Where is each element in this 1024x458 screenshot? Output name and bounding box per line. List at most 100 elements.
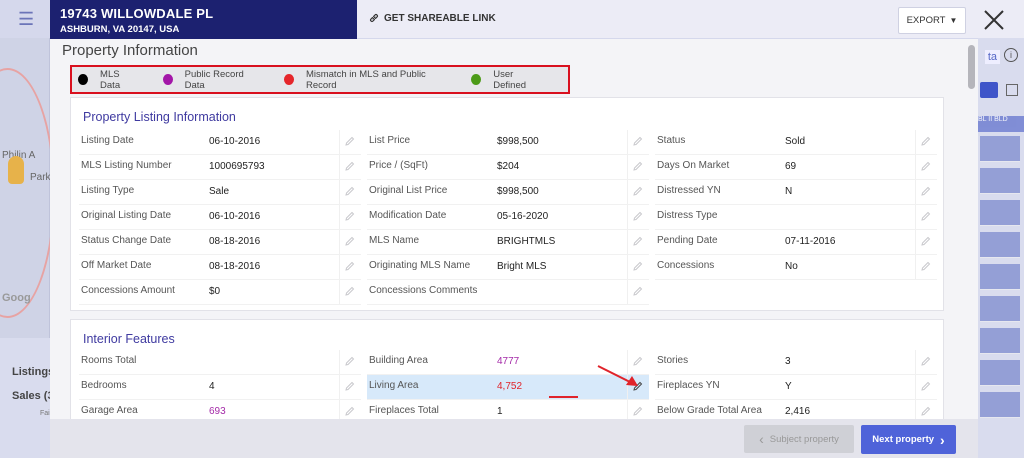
field-rooms-total: Rooms Total	[79, 350, 361, 375]
field-value: 08-18-2016	[209, 236, 261, 247]
edit-pencil-icon[interactable]	[339, 155, 361, 179]
edit-pencil-icon[interactable]	[339, 255, 361, 279]
field-value: 693	[209, 406, 226, 417]
background-tab[interactable]: ta	[984, 50, 1000, 64]
field-label: Listing Type	[81, 185, 135, 196]
property-listing-section: Property Listing Information Listing Dat…	[70, 97, 944, 311]
edit-pencil-icon[interactable]	[915, 180, 937, 204]
background-cell	[980, 232, 1020, 258]
scrollbar-thumb[interactable]	[968, 45, 975, 89]
legend-item-mls: MLS Data	[78, 69, 139, 91]
shareable-link-button[interactable]: GET SHAREABLE LINK	[368, 12, 496, 24]
field-value: $998,500	[497, 136, 539, 147]
caret-down-icon: ▼	[949, 16, 958, 25]
edit-pencil-icon[interactable]	[915, 130, 937, 154]
edit-pencil-icon[interactable]	[339, 375, 361, 399]
field-label: Bedrooms	[81, 380, 127, 391]
edit-pencil-icon[interactable]	[627, 350, 649, 374]
map-view-icon[interactable]	[1006, 84, 1018, 96]
address-line-1: 19743 WILLOWDALE PL	[60, 6, 214, 21]
field-days-on-market: Days On Market 69	[655, 155, 937, 180]
edit-pencil-icon[interactable]	[627, 400, 649, 424]
edit-pencil-icon[interactable]	[915, 205, 937, 229]
field-label: List Price	[369, 135, 411, 146]
field-label: Concessions	[657, 260, 715, 271]
field-label: Distress Type	[657, 210, 718, 221]
google-logo: Goog	[2, 292, 31, 304]
background-map: Philin A Park Goog	[0, 38, 55, 338]
field-stories: Stories 3	[655, 350, 937, 375]
map-label: Park	[30, 172, 51, 183]
user-defined-dot-icon	[471, 74, 482, 85]
field-concessions-comments: Concessions Comments	[367, 280, 649, 305]
next-property-label: Next property	[872, 434, 935, 445]
field-value: No	[785, 261, 798, 272]
field-label: Price / (SqFt)	[369, 160, 428, 171]
export-button[interactable]: EXPORT ▼	[898, 7, 966, 34]
field-label: Status Change Date	[81, 235, 172, 246]
section-title: Interior Features	[83, 332, 175, 346]
edit-pencil-icon[interactable]	[915, 400, 937, 424]
chevron-right-icon: ›	[940, 431, 945, 448]
field-label: Garage Area	[81, 405, 138, 416]
scrollbar[interactable]	[966, 39, 978, 419]
edit-pencil-icon[interactable]	[339, 230, 361, 254]
section-title: Property Listing Information	[83, 110, 236, 124]
public-record-dot-icon	[162, 74, 173, 85]
field-value: Sale	[209, 186, 230, 197]
edit-pencil-icon[interactable]	[339, 280, 361, 304]
legend-item-public-record: Public Record Data	[162, 69, 260, 91]
field-value: 69	[785, 161, 797, 172]
legend-label: Mismatch in MLS and Public Record	[305, 68, 426, 91]
field-list-price: List Price $998,500	[367, 130, 649, 155]
edit-pencil-icon[interactable]	[339, 130, 361, 154]
listings-label: Listings	[12, 366, 55, 378]
menu-icon[interactable]: ☰	[18, 9, 35, 29]
background-text: Fai	[40, 410, 50, 417]
subject-property-label: Subject property	[769, 433, 839, 445]
field-value: Sold	[785, 136, 806, 147]
edit-pencil-icon[interactable]	[627, 155, 649, 179]
close-icon[interactable]	[980, 6, 1008, 34]
field-label: Concessions Amount	[81, 285, 175, 296]
field-label: MLS Name	[369, 235, 420, 246]
field-concessions-amount: Concessions Amount $0	[79, 280, 361, 305]
edit-pencil-icon[interactable]	[627, 280, 649, 304]
edit-pencil-icon[interactable]	[627, 180, 649, 204]
edit-pencil-icon[interactable]	[915, 255, 937, 279]
edit-pencil-icon[interactable]	[339, 205, 361, 229]
edit-pencil-icon[interactable]	[627, 375, 649, 399]
edit-pencil-icon[interactable]	[627, 230, 649, 254]
list-view-icon[interactable]	[980, 82, 998, 98]
field-price-sqft: Price / (SqFt) $204	[367, 155, 649, 180]
subject-property-button[interactable]: ‹ Subject property	[744, 425, 854, 453]
edit-pencil-icon[interactable]	[339, 180, 361, 204]
edit-pencil-icon[interactable]	[915, 375, 937, 399]
edit-pencil-icon[interactable]	[339, 350, 361, 374]
edit-pencil-icon[interactable]	[915, 230, 937, 254]
edit-pencil-icon[interactable]	[627, 255, 649, 279]
legend-label: User Defined	[493, 68, 527, 91]
background-cell	[980, 168, 1020, 194]
field-value: $998,500	[497, 186, 539, 197]
field-value: 2,416	[785, 406, 811, 417]
field-label: Modification Date	[369, 210, 447, 221]
background-cell	[980, 200, 1020, 226]
info-icon[interactable]: i	[1004, 48, 1018, 62]
edit-pencil-icon[interactable]	[915, 155, 937, 179]
street-view-pegman-icon[interactable]	[8, 156, 24, 184]
field-value: Y	[785, 381, 792, 392]
background-cell	[980, 136, 1020, 162]
field-label: Originating MLS Name	[369, 260, 471, 271]
edit-pencil-icon[interactable]	[627, 130, 649, 154]
field-building-area: Building Area 4777	[367, 350, 649, 375]
chevron-left-icon: ‹	[759, 431, 764, 447]
next-property-button[interactable]: Next property ›	[861, 425, 956, 454]
edit-pencil-icon[interactable]	[627, 205, 649, 229]
edit-pencil-icon[interactable]	[915, 350, 937, 374]
field-value: 08-18-2016	[209, 261, 261, 272]
field-value: 06-10-2016	[209, 211, 261, 222]
edit-pencil-icon[interactable]	[339, 400, 361, 424]
field-label: Distressed YN	[657, 185, 721, 196]
address-line-2: ASHBURN, VA 20147, USA	[60, 24, 180, 35]
